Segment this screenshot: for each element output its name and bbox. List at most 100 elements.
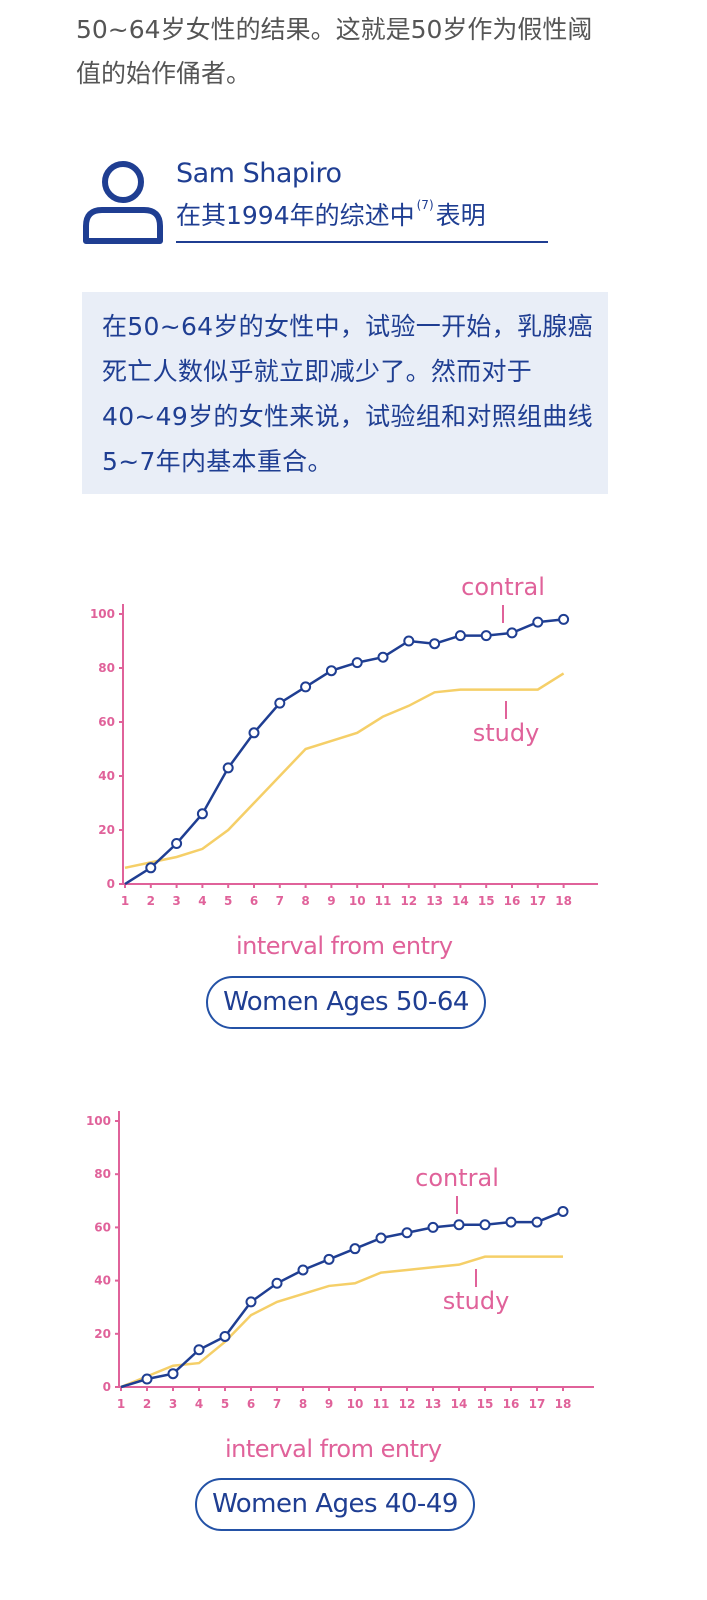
x-tick-label: 2	[147, 894, 155, 908]
x-tick-label: 8	[301, 894, 309, 908]
x-tick-label: 4	[198, 894, 206, 908]
x-tick-label: 17	[529, 894, 546, 908]
series-study-line	[124, 672, 565, 870]
x-tick-label: 4	[195, 1397, 203, 1411]
author-name: Sam Shapiro	[176, 158, 342, 189]
series-study-line	[120, 1255, 563, 1389]
series-contral-point	[196, 808, 208, 820]
author-subtitle: 在其1994年的综述中 (7)表明	[176, 196, 486, 232]
series-contral-point	[454, 630, 466, 642]
person-icon	[82, 160, 164, 244]
y-tick-label: 80	[94, 1167, 111, 1181]
series-contral-point	[323, 1253, 335, 1265]
chart2-xlabel: interval from entry	[225, 1435, 442, 1463]
y-tick-label: 20	[98, 823, 115, 837]
series-contral-point	[245, 1296, 257, 1308]
series-contral-point	[429, 638, 441, 650]
series-study-label: study	[473, 719, 540, 747]
x-tick-label: 14	[451, 1397, 468, 1411]
x-tick-label: 18	[555, 894, 572, 908]
series-contral-point	[453, 1219, 465, 1231]
series-contral-point	[558, 613, 570, 625]
x-tick-label: 5	[221, 1397, 229, 1411]
series-contral-point	[480, 630, 492, 642]
y-tick-label: 0	[103, 1380, 111, 1394]
x-tick-label: 13	[426, 894, 443, 908]
series-contral-point	[222, 762, 234, 774]
series-contral-point	[141, 1373, 153, 1385]
x-tick-label: 7	[273, 1397, 281, 1411]
series-contral-point	[349, 1243, 361, 1255]
x-tick-label: 15	[477, 1397, 494, 1411]
series-contral-point	[325, 665, 337, 677]
y-tick-label: 40	[98, 769, 115, 783]
y-tick-label: 40	[94, 1274, 111, 1288]
y-tick-label: 0	[107, 877, 115, 891]
subtitle-before: 在其1994年的综述中	[176, 201, 415, 230]
series-contral-point	[505, 1216, 517, 1228]
intro-line-2: 值的始作俑者。	[76, 59, 252, 88]
series-contral-point	[427, 1221, 439, 1233]
x-tick-label: 3	[172, 894, 180, 908]
chart2-title: Women Ages 40-49	[195, 1478, 475, 1531]
x-tick-label: 16	[503, 1397, 520, 1411]
citation-number: (7)	[416, 197, 434, 212]
intro-text: 50~64岁女性的结果。这就是50岁作为假性阈 值的始作俑者。	[76, 8, 636, 96]
series-contral-point	[167, 1368, 179, 1380]
series-contral-point	[297, 1264, 309, 1276]
series-contral-line	[124, 618, 564, 886]
y-tick-label: 80	[98, 661, 115, 675]
x-tick-label: 1	[117, 1397, 125, 1411]
chart1-title: Women Ages 50-64	[206, 976, 486, 1029]
x-tick-label: 15	[478, 894, 495, 908]
x-tick-label: 10	[347, 1397, 364, 1411]
x-tick-label: 10	[349, 894, 366, 908]
x-tick-label: 13	[425, 1397, 442, 1411]
author-underline	[176, 241, 548, 243]
series-contral-point	[403, 635, 415, 647]
x-tick-label: 11	[375, 894, 392, 908]
series-contral-label: contral	[461, 573, 545, 601]
series-contral-point	[300, 681, 312, 693]
x-tick-label: 1	[121, 894, 129, 908]
series-contral-point	[248, 727, 260, 739]
series-contral-point	[171, 838, 183, 849]
series-contral-point	[274, 697, 286, 709]
series-contral-point	[375, 1232, 387, 1244]
x-tick-label: 17	[529, 1397, 546, 1411]
series-contral-point	[531, 1216, 543, 1228]
quote-text: 在50~64岁的女性中，试验一开始，乳腺癌死亡人数似乎就立即减少了。然而对于40…	[102, 312, 593, 476]
series-contral-point	[351, 657, 363, 669]
x-tick-label: 9	[325, 1397, 333, 1411]
series-contral-point	[557, 1205, 569, 1217]
y-tick-label: 60	[94, 1220, 111, 1234]
x-tick-label: 18	[555, 1397, 572, 1411]
x-tick-label: 12	[399, 1397, 416, 1411]
x-tick-label: 12	[400, 894, 417, 908]
series-contral-point	[219, 1330, 231, 1342]
x-tick-label: 11	[373, 1397, 390, 1411]
x-tick-label: 7	[276, 894, 284, 908]
x-tick-label: 14	[452, 894, 469, 908]
x-tick-label: 9	[327, 894, 335, 908]
x-tick-label: 16	[504, 894, 521, 908]
chart1-xlabel: interval from entry	[236, 932, 453, 960]
intro-line-1: 50~64岁女性的结果。这就是50岁作为假性阈	[76, 15, 593, 44]
series-contral-point	[479, 1219, 491, 1231]
series-contral-point	[506, 627, 518, 639]
x-tick-label: 3	[169, 1397, 177, 1411]
x-tick-label: 6	[247, 1397, 255, 1411]
x-tick-label: 2	[143, 1397, 151, 1411]
y-tick-label: 100	[86, 1114, 111, 1128]
series-contral-point	[532, 616, 544, 628]
y-tick-label: 60	[98, 715, 115, 729]
y-tick-label: 20	[94, 1327, 111, 1341]
x-tick-label: 8	[299, 1397, 307, 1411]
series-contral-point	[271, 1277, 283, 1289]
x-tick-label: 5	[224, 894, 232, 908]
subtitle-after: 表明	[435, 201, 486, 230]
series-contral-point	[145, 862, 157, 874]
series-study-label: study	[443, 1287, 510, 1315]
